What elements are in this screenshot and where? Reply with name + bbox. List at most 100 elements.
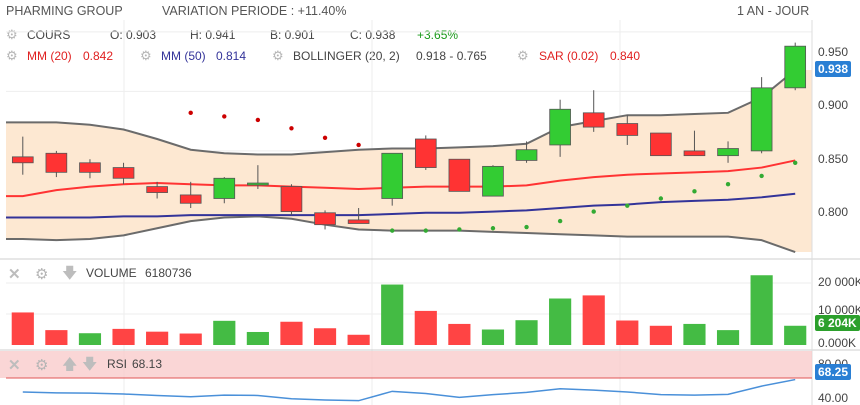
volume-bar: [414, 310, 437, 345]
candle-body: [717, 148, 739, 157]
candle-body: [347, 219, 370, 224]
candle-body: [213, 177, 236, 199]
rsi-line: [22, 378, 796, 402]
mm50-value: 0.814: [216, 49, 247, 63]
volume-bar: [146, 331, 169, 345]
volume-bar: [549, 298, 572, 345]
current-price-tag: 0.938: [815, 61, 852, 77]
sar-dot: [390, 228, 395, 233]
mm50-gear-icon[interactable]: ⚙: [140, 48, 152, 63]
candle-body: [45, 152, 68, 173]
volume-bar: [716, 330, 740, 345]
volume-bar: [45, 330, 68, 345]
sar-dot: [759, 173, 764, 179]
rsi-close-icon[interactable]: ✕: [8, 357, 21, 374]
volume-bar: [515, 320, 538, 345]
mm20-value: 0.842: [83, 49, 114, 63]
volume-gear-icon[interactable]: ⚙: [35, 266, 49, 283]
bollinger-value: 0.918 - 0.765: [416, 49, 487, 63]
volume-bar: [246, 331, 269, 345]
volume-bar: [313, 328, 337, 345]
volume-bar: [347, 334, 370, 345]
volume-tick-20000k: 20 000K: [818, 275, 860, 289]
candle-body: [11, 156, 34, 164]
rsi-value: 68.13: [132, 357, 163, 371]
rsi-gear-icon[interactable]: ⚙: [35, 357, 49, 374]
volume-bar: [179, 333, 202, 345]
volume-bar: [78, 333, 102, 345]
candle-body: [784, 45, 807, 89]
sar-dot: [322, 135, 328, 141]
candle-body: [280, 186, 303, 212]
rsi-current-tag: 68.25: [815, 364, 852, 380]
volume-tick-10000k: 10 000K: [818, 303, 860, 317]
mm20-gear-icon[interactable]: ⚙: [6, 48, 18, 63]
candle-body: [179, 194, 202, 204]
candle-body: [112, 167, 135, 179]
candle-body: [515, 149, 538, 161]
sar-dot: [188, 110, 193, 116]
candle-body: [549, 108, 571, 146]
candle-body: [482, 165, 504, 197]
sar-dot: [356, 142, 361, 148]
volume-label: VOLUME: [86, 266, 137, 280]
volume-bar: [784, 325, 807, 345]
sar-dot: [289, 126, 294, 131]
mm50-line: [6, 192, 796, 219]
volume-close-icon[interactable]: ✕: [8, 266, 21, 283]
volume-move-down-icon[interactable]: 🡇: [62, 265, 78, 282]
candle-body: [683, 150, 706, 157]
volume-bar: [481, 329, 505, 345]
volume-current-tag: 6 204K: [815, 315, 860, 331]
sar-dot: [423, 228, 428, 233]
price-tick-0950: 0.950: [818, 45, 849, 59]
volume-bar: [750, 275, 773, 345]
sar-dot: [222, 114, 227, 119]
candle-body: [414, 138, 437, 168]
rsi-overbought-zone: [0, 351, 812, 378]
bollinger-band-fill: [6, 69, 812, 253]
sar-dot: [524, 224, 529, 230]
volume-bar: [448, 323, 471, 345]
mm50-label: MM (50): [161, 49, 206, 63]
sar-dot: [793, 160, 798, 165]
price-tick-0800: 0.800: [818, 205, 849, 219]
instrument-name: PHARMING GROUP: [6, 4, 123, 18]
volume-value: 6180736: [145, 266, 192, 280]
candle-body: [448, 158, 471, 192]
volume-bar: [213, 320, 236, 345]
rsi-move-up-icon[interactable]: 🡅: [62, 356, 78, 373]
candle-body: [616, 123, 639, 136]
sar-value: 0.840: [610, 49, 641, 63]
volume-tick-0k: 0.000K: [818, 336, 857, 350]
sar-dot: [557, 218, 563, 224]
volume-bar: [582, 295, 605, 345]
mm20-label: MM (20): [27, 49, 72, 63]
sar-dot: [255, 117, 261, 123]
bollinger-gear-icon[interactable]: ⚙: [272, 48, 284, 63]
cours-gear-icon[interactable]: ⚙: [6, 27, 18, 42]
period-variation: VARIATION PERIODE : +11.40%: [162, 4, 347, 18]
volume-bar: [616, 320, 639, 345]
candle-body: [582, 112, 605, 128]
candle-body: [650, 132, 672, 157]
sar-gear-icon[interactable]: ⚙: [517, 48, 529, 63]
volume-bar: [683, 323, 706, 345]
sar-dot: [658, 196, 664, 201]
volume-bar: [11, 312, 34, 345]
candle-body: [314, 212, 336, 226]
candle-body: [146, 186, 168, 193]
sar-dot: [490, 226, 496, 231]
period-selector[interactable]: 1 AN - JOUR: [737, 4, 810, 18]
sar-dot: [625, 203, 630, 208]
bollinger-label: BOLLINGER (20, 2): [293, 49, 400, 63]
rsi-move-down-icon[interactable]: 🡇: [82, 356, 98, 373]
sar-dot: [457, 227, 462, 232]
sar-label: SAR (0.02): [539, 49, 599, 63]
candle-body: [381, 152, 404, 199]
volume-bar: [381, 284, 404, 345]
volume-bar: [280, 321, 303, 345]
sar-dot: [591, 209, 596, 214]
bollinger-upper-line: [6, 69, 796, 156]
